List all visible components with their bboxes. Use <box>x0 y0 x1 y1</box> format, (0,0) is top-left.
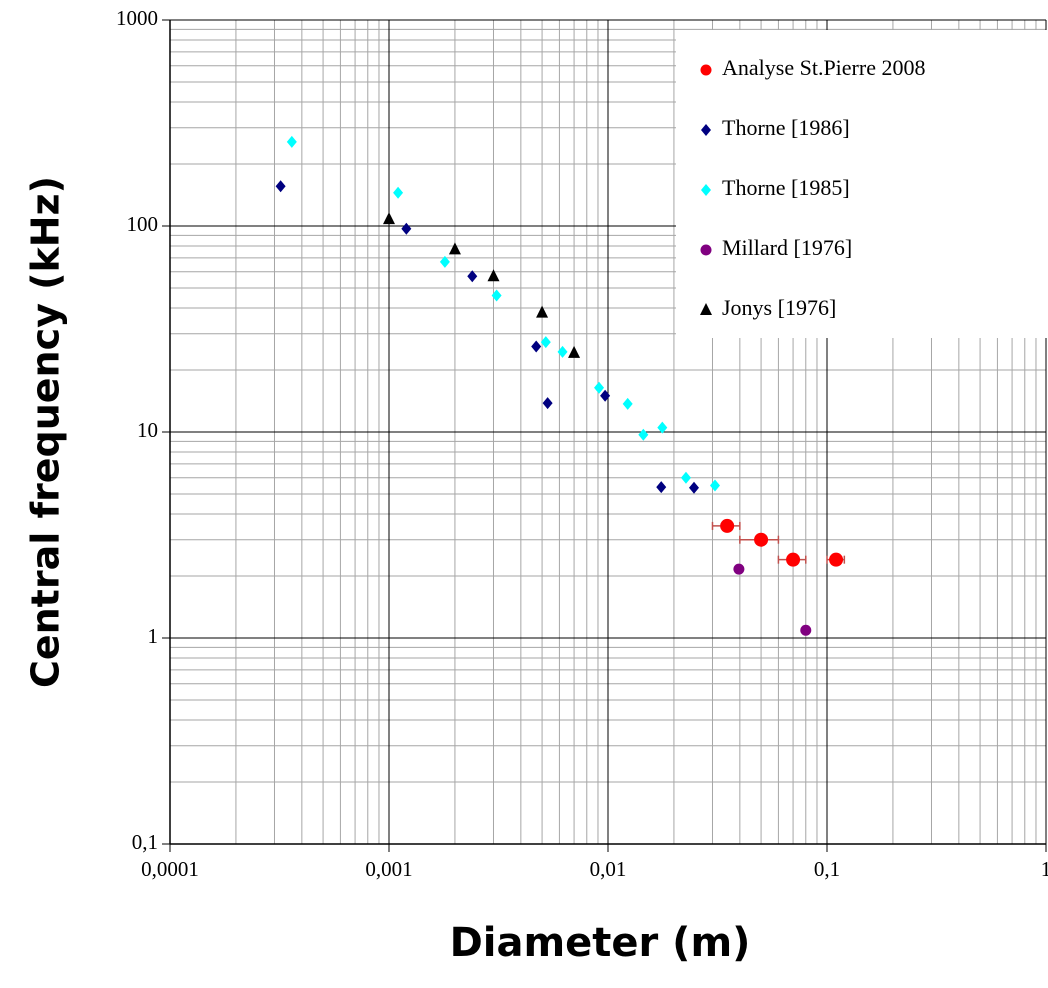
data-point <box>568 345 581 358</box>
x-tick-label: 0,0001 <box>141 857 199 881</box>
data-point <box>536 305 549 318</box>
data-point <box>720 518 735 533</box>
data-point <box>622 397 633 410</box>
y-tick-label: 1 <box>148 624 159 648</box>
x-tick-label: 0,001 <box>365 857 412 881</box>
data-point <box>275 180 286 193</box>
y-tick-label: 1000 <box>116 6 158 30</box>
data-point <box>709 479 720 492</box>
legend-label: Millard [1976] <box>722 235 852 260</box>
data-point <box>638 428 649 441</box>
data-point <box>401 222 412 235</box>
legend-marker <box>700 303 712 315</box>
data-point <box>786 552 801 567</box>
data-point <box>594 381 605 394</box>
data-point <box>557 345 568 358</box>
legend-marker <box>700 244 712 256</box>
data-point <box>491 289 502 302</box>
data-point <box>439 255 450 268</box>
data-point <box>383 212 395 225</box>
data-point <box>540 336 551 349</box>
data-point <box>689 481 700 494</box>
legend-label: Jonys [1976] <box>722 295 836 320</box>
legend-label: Analyse St.Pierre 2008 <box>722 55 925 80</box>
x-tick-label: 0,01 <box>590 857 627 881</box>
legend-marker <box>700 64 712 76</box>
legend-marker <box>701 124 711 136</box>
data-point <box>600 389 611 402</box>
data-point <box>393 186 404 199</box>
legend-box <box>676 30 1048 338</box>
data-point <box>656 481 667 494</box>
data-point <box>542 397 553 410</box>
x-tick-label: 1 <box>1041 857 1048 881</box>
legend-marker <box>701 184 711 196</box>
y-tick-label: 100 <box>127 212 159 236</box>
data-point <box>487 269 500 282</box>
legend-label: Thorne [1986] <box>722 115 850 140</box>
x-tick-label: 0,1 <box>814 857 840 881</box>
data-point <box>680 471 691 484</box>
data-point <box>531 340 542 353</box>
data-point <box>754 532 769 547</box>
data-point <box>733 563 745 575</box>
data-point <box>800 624 812 636</box>
data-point <box>286 135 297 148</box>
x-axis-label: Diameter (m) <box>450 920 751 966</box>
y-axis-label: Central frequency (kHz) <box>24 176 68 688</box>
data-point <box>657 421 668 434</box>
legend-label: Thorne [1985] <box>722 175 850 200</box>
y-tick-label: 0,1 <box>132 830 158 854</box>
y-tick-label: 10 <box>137 418 158 442</box>
data-point <box>829 552 844 567</box>
data-point <box>448 242 461 255</box>
data-point <box>467 270 478 283</box>
